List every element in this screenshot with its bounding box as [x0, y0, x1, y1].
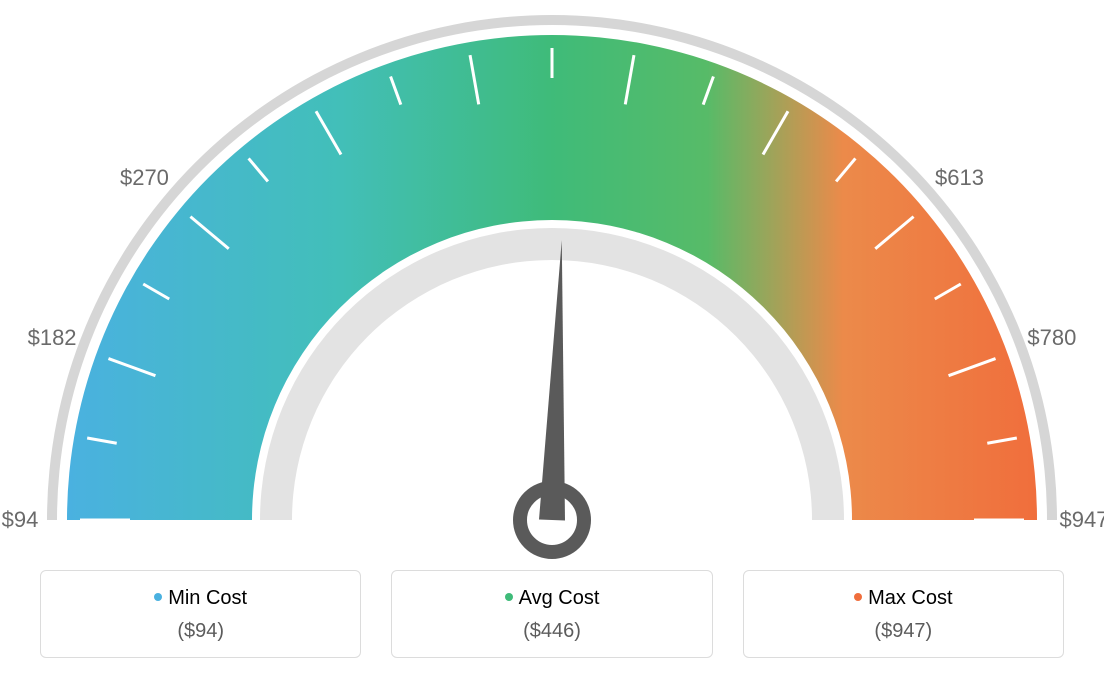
gauge-svg: [0, 0, 1104, 560]
legend-max-label: Max Cost: [868, 587, 952, 609]
legend-avg-value: ($446): [402, 620, 701, 643]
gauge-tick-label: $947: [1060, 507, 1104, 533]
gauge-tick-label: $182: [28, 325, 77, 351]
gauge-tick-label: $613: [935, 165, 984, 191]
legend-row: Min Cost ($94) Avg Cost ($446) Max Cost …: [0, 570, 1104, 658]
legend-min-title: Min Cost: [51, 587, 350, 610]
gauge-tick-label: $94: [2, 507, 39, 533]
legend-min-label: Min Cost: [168, 587, 247, 609]
legend-avg-title: Avg Cost: [402, 587, 701, 610]
legend-max-title: Max Cost: [754, 587, 1053, 610]
legend-card-min: Min Cost ($94): [40, 570, 361, 658]
gauge-tick-label: $780: [1027, 325, 1076, 351]
gauge-chart: $94 $182 $270 $446 $613 $780 $947: [0, 0, 1104, 560]
legend-card-avg: Avg Cost ($446): [391, 570, 712, 658]
legend-max-value: ($947): [754, 620, 1053, 643]
dot-icon-max: [854, 593, 862, 601]
dot-icon-min: [154, 593, 162, 601]
dot-icon-avg: [505, 593, 513, 601]
legend-card-max: Max Cost ($947): [743, 570, 1064, 658]
gauge-tick-label: $446: [528, 0, 577, 1]
legend-avg-label: Avg Cost: [519, 587, 600, 609]
gauge-tick-label: $270: [120, 165, 169, 191]
legend-min-value: ($94): [51, 620, 350, 643]
